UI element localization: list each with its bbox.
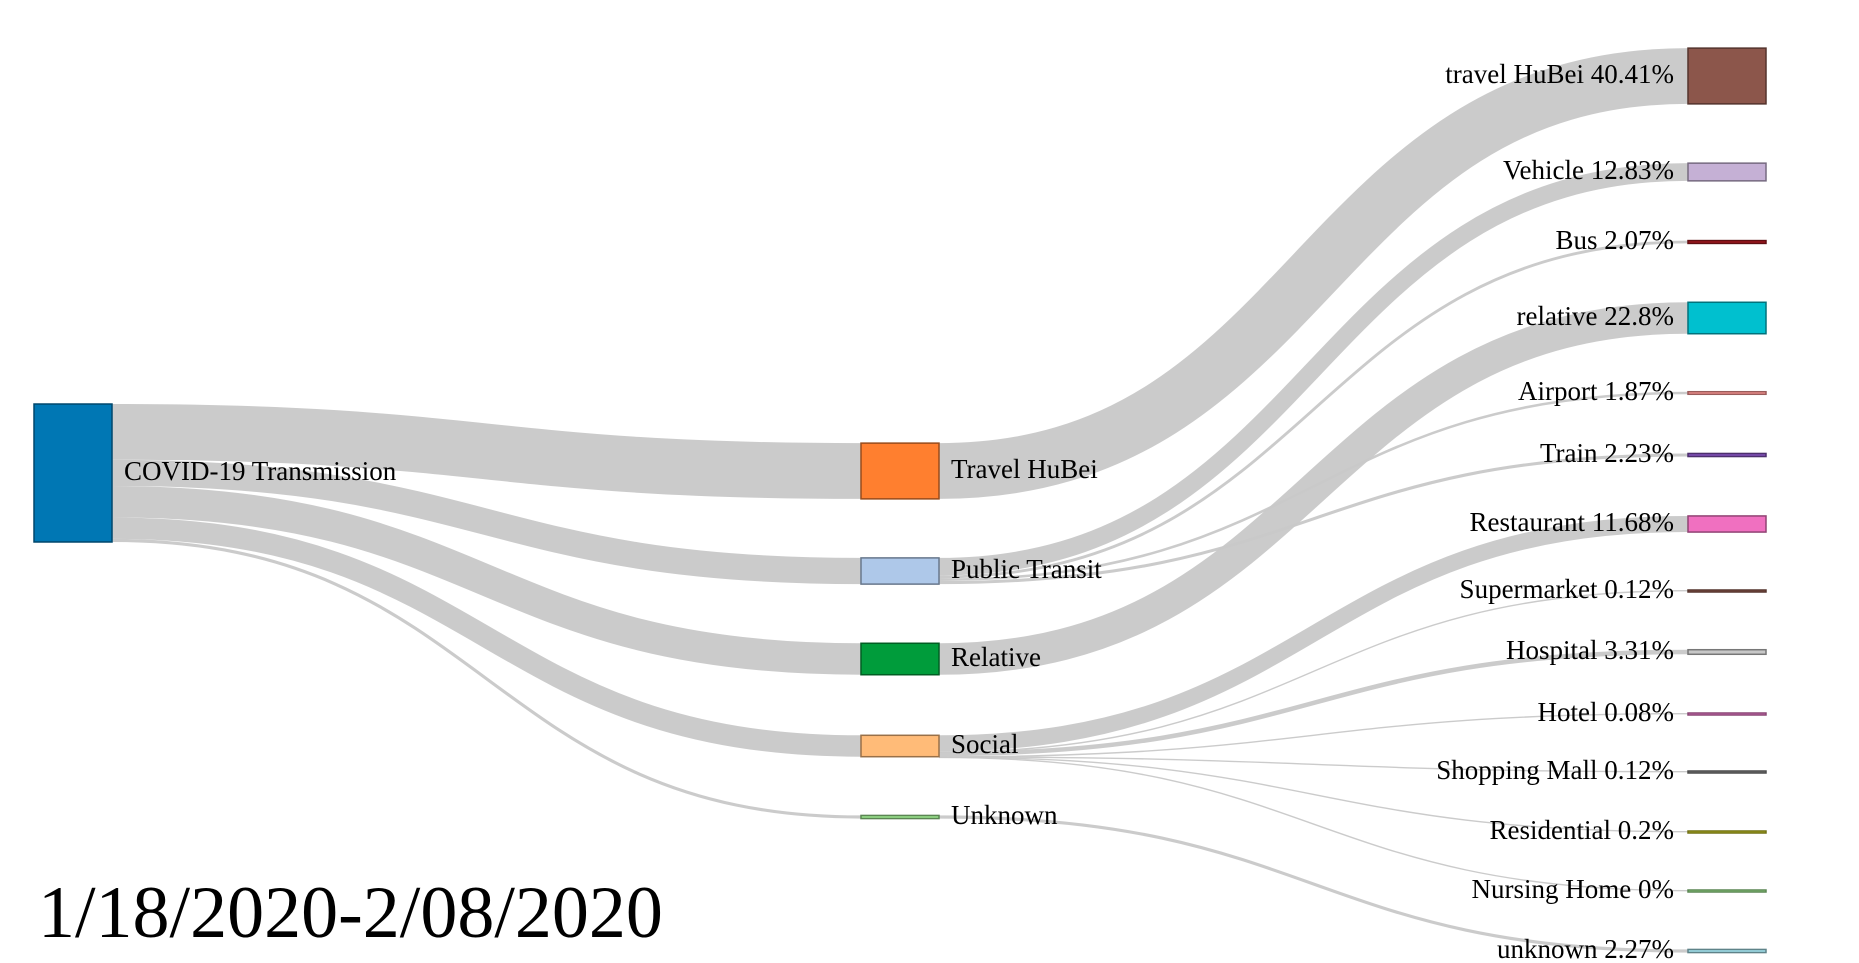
node-label-t_train: Train 2.23% <box>1540 438 1674 468</box>
sankey-nodes <box>33 47 1767 954</box>
node-label-public: Public Transit <box>951 554 1102 584</box>
link-public-to-t_bus <box>938 240 1689 579</box>
node-label-relative: Relative <box>951 642 1041 672</box>
link-covid-to-relative <box>111 485 862 675</box>
node-t_hubei <box>1687 47 1767 105</box>
node-label-t_residential: Residential 0.2% <box>1490 815 1674 845</box>
link-social-to-t_residential <box>938 756 1689 833</box>
node-t_residential <box>1687 830 1767 834</box>
node-label-t_vehicle: Vehicle 12.83% <box>1503 155 1674 185</box>
node-label-t_nursing: Nursing Home 0% <box>1472 874 1674 904</box>
link-relative-to-t_relative <box>938 302 1689 675</box>
link-social-to-t_restaurant <box>938 515 1689 752</box>
link-covid-to-social <box>111 517 862 757</box>
node-label-t_restaurant: Restaurant 11.68% <box>1470 507 1674 537</box>
link-social-to-t_hospital <box>938 649 1689 757</box>
node-t_unknown <box>1687 948 1767 954</box>
node-t_hotel <box>1687 712 1767 716</box>
link-covid-to-public <box>111 459 862 585</box>
node-relative <box>860 642 940 676</box>
node-label-t_unknown: unknown 2.27% <box>1497 934 1674 963</box>
link-travel-to-t_hubei <box>938 48 1689 499</box>
link-covid-to-travel <box>111 404 862 499</box>
link-social-to-t_supermarket <box>938 590 1689 753</box>
node-t_restaurant <box>1687 515 1767 533</box>
node-label-t_hotel: Hotel 0.08% <box>1538 697 1674 727</box>
node-label-t_supermarket: Supermarket 0.12% <box>1460 574 1674 604</box>
link-social-to-t_hotel <box>938 713 1689 758</box>
node-label-covid: COVID-19 Transmission <box>124 456 397 486</box>
link-covid-to-unknown <box>111 538 862 819</box>
node-social <box>860 734 940 758</box>
node-t_hospital <box>1687 648 1767 656</box>
node-covid <box>33 403 113 543</box>
node-public <box>860 557 940 585</box>
node-label-t_bus: Bus 2.07% <box>1555 225 1674 255</box>
node-t_train <box>1687 452 1767 458</box>
node-t_bus <box>1687 239 1767 245</box>
link-public-to-t_train <box>938 453 1689 585</box>
node-label-unknown: Unknown <box>951 800 1058 830</box>
link-unknown-to-t_unknown <box>938 815 1689 953</box>
node-label-t_hospital: Hospital 3.31% <box>1506 635 1674 665</box>
sankey-links <box>111 48 1689 953</box>
node-t_mall <box>1687 770 1767 774</box>
node-label-travel: Travel HuBei <box>951 454 1098 484</box>
link-social-to-t_mall <box>938 756 1689 773</box>
node-t_vehicle <box>1687 162 1767 182</box>
node-t_nursing <box>1687 889 1767 893</box>
link-public-to-t_vehicle <box>938 163 1689 576</box>
node-travel <box>860 442 940 500</box>
node-t_supermarket <box>1687 589 1767 593</box>
node-label-t_mall: Shopping Mall 0.12% <box>1436 755 1674 785</box>
node-label-social: Social <box>951 729 1019 759</box>
node-label-t_hubei: travel HuBei 40.41% <box>1445 59 1674 89</box>
node-t_relative <box>1687 301 1767 335</box>
node-label-t_airport: Airport 1.87% <box>1518 376 1674 406</box>
sankey-labels: COVID-19 Transmission Travel HuBei Public … <box>124 59 1674 963</box>
node-label-t_relative: relative 22.8% <box>1517 301 1674 331</box>
node-unknown <box>860 814 940 820</box>
link-social-to-t_nursing <box>938 756 1689 892</box>
node-t_airport <box>1687 390 1767 396</box>
date-range-label: 1/18/2020-2/08/2020 <box>38 872 663 954</box>
